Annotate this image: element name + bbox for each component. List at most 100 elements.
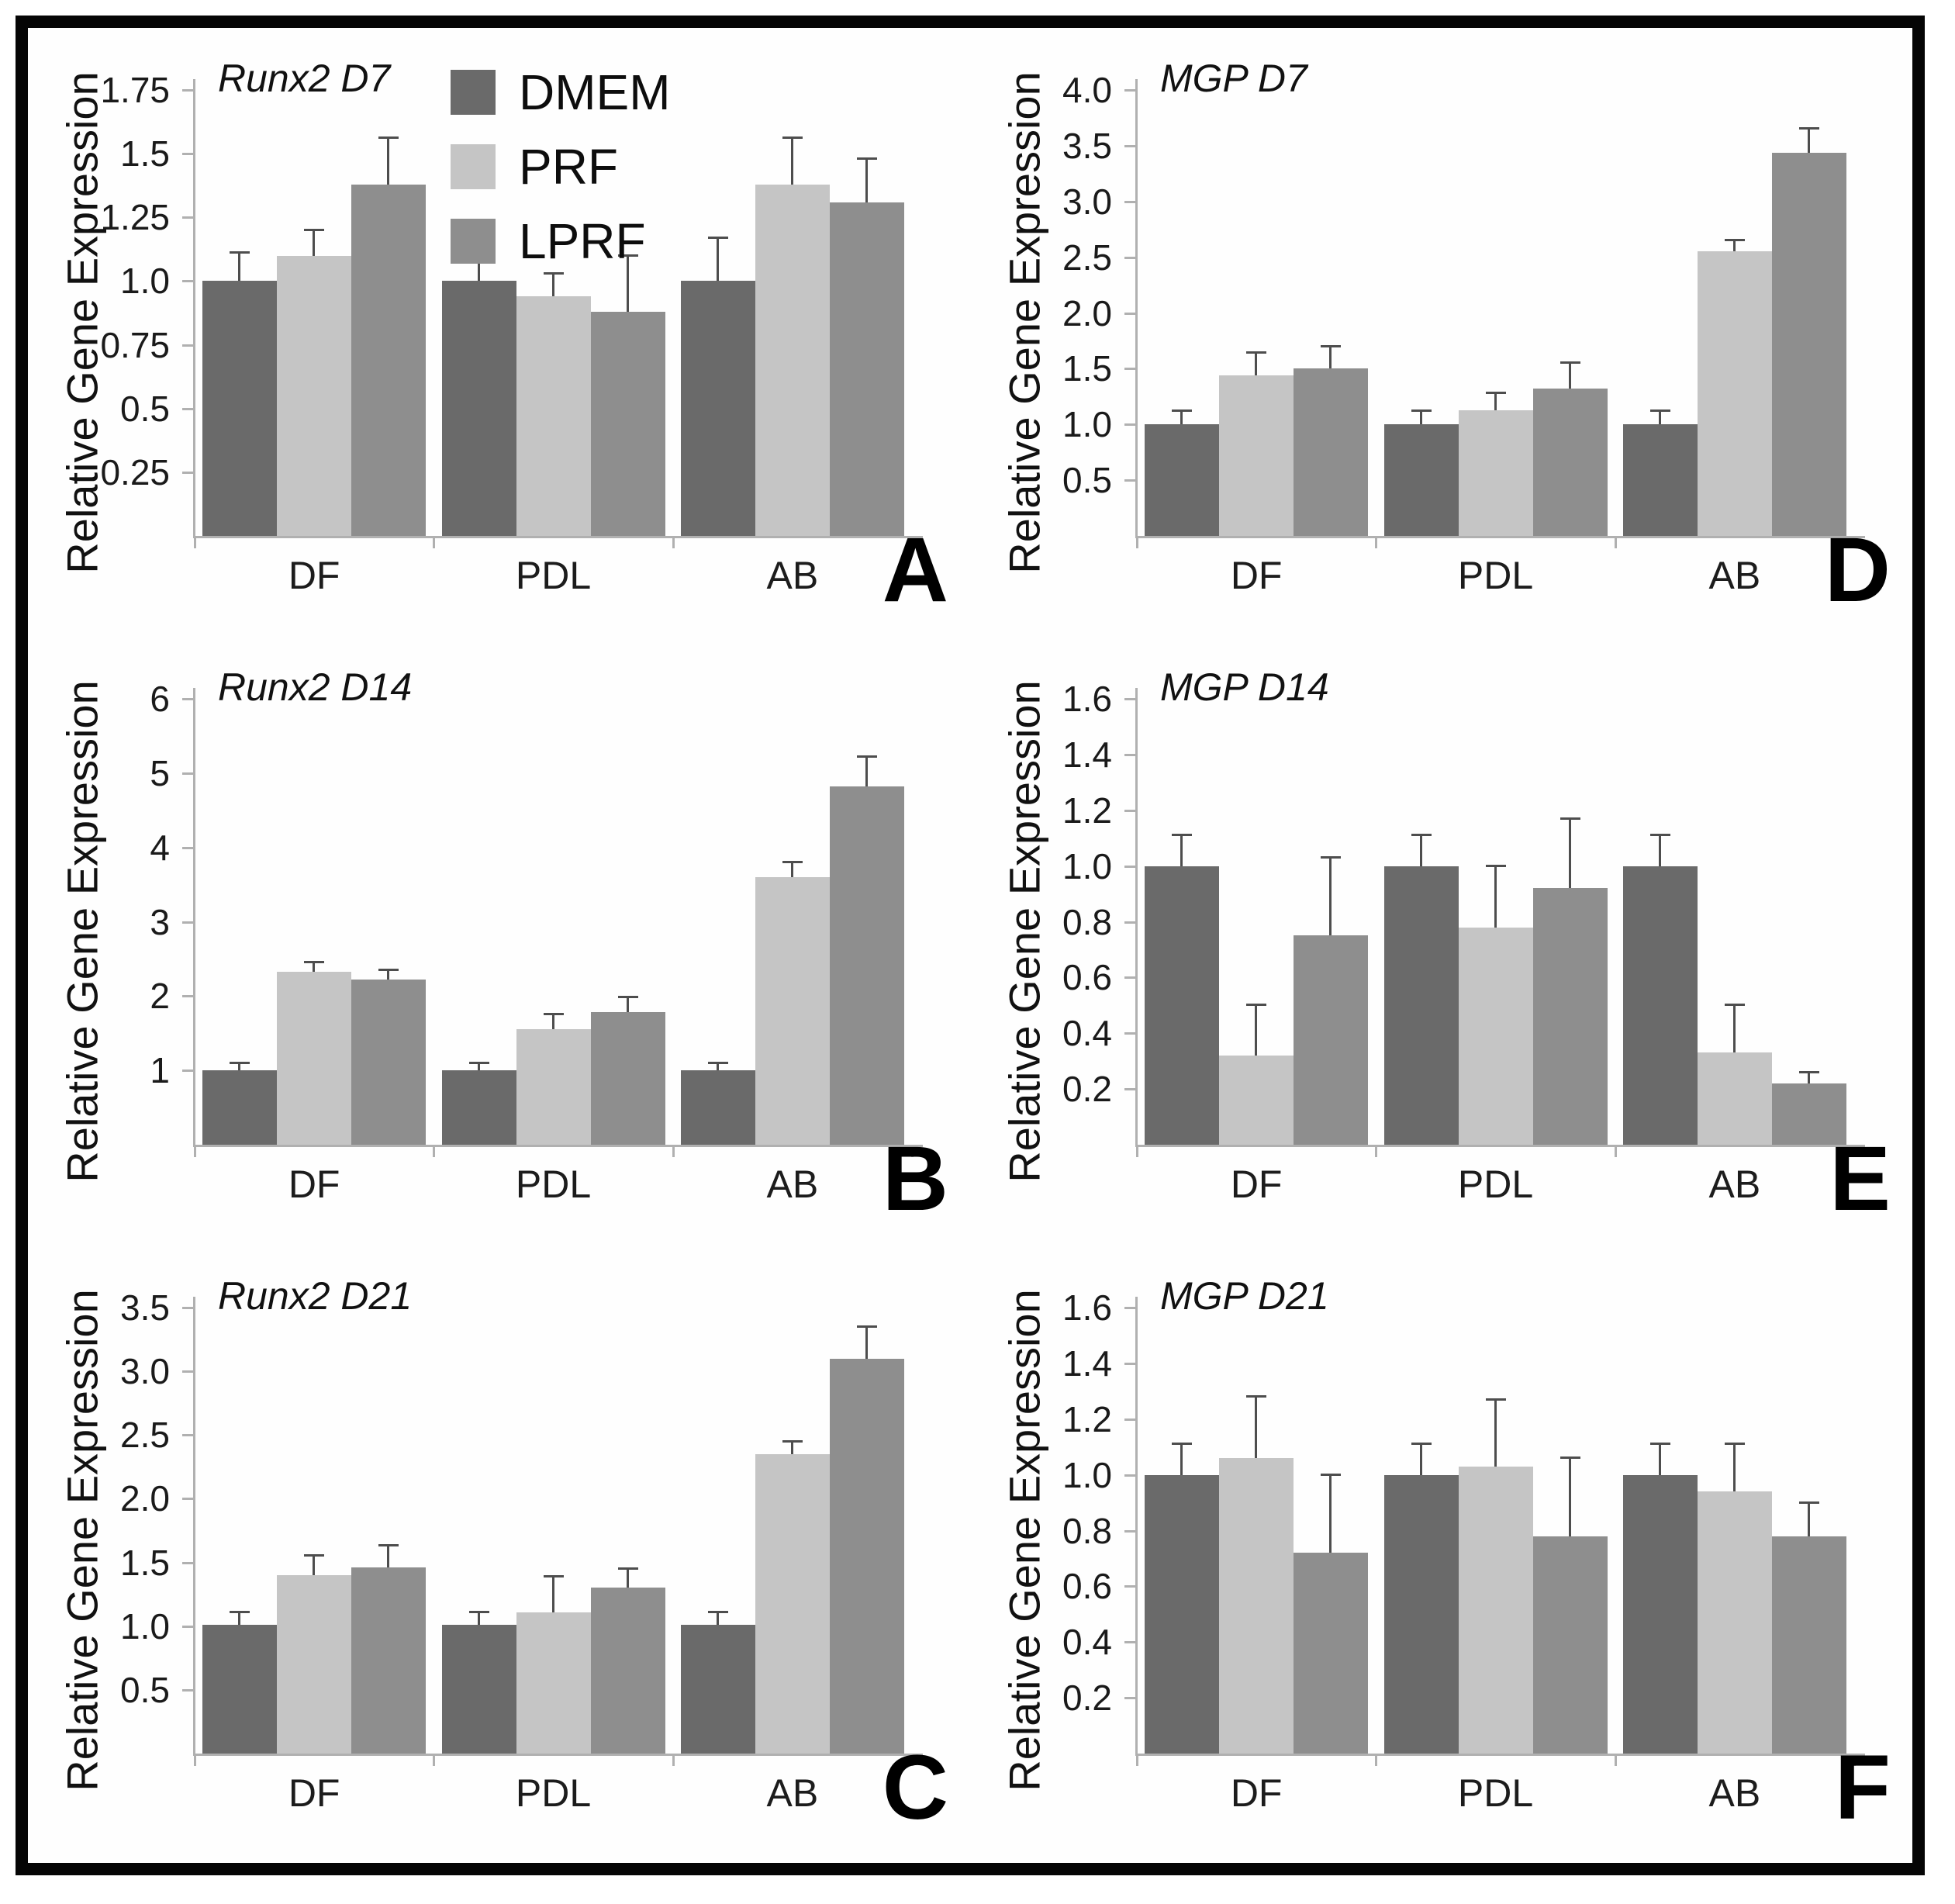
- error-bar-cap: [378, 1544, 399, 1547]
- legend-swatch-prf: [451, 144, 496, 189]
- bar-dmem: [441, 1625, 516, 1754]
- error-bar-cap: [707, 236, 728, 239]
- x-tick: [911, 1147, 914, 1157]
- y-tick-label: 1.6: [1062, 679, 1112, 719]
- bar-lprf: [1294, 368, 1369, 536]
- y-tick-label: 6: [150, 679, 170, 719]
- x-tick: [1136, 1756, 1138, 1766]
- error-bar-cap: [378, 968, 399, 971]
- error-bar-cap: [782, 1439, 803, 1443]
- y-tick: [182, 1069, 193, 1073]
- panel-runx2-d21: Relative Gene Expression 0.5 1.0 1.5 2.0 2.5 3…: [28, 1253, 970, 1862]
- error-bar-cap: [304, 1554, 325, 1557]
- y-tick: [1124, 753, 1135, 756]
- error-bar-cap: [707, 1061, 728, 1064]
- y-axis-line: [1135, 1297, 1138, 1755]
- error-bar-cap: [1411, 834, 1432, 837]
- legend-swatch-dmem: [451, 70, 496, 115]
- error-bar-cap: [468, 1061, 489, 1064]
- y-tick: [182, 1307, 193, 1309]
- x-tick: [194, 538, 196, 548]
- y-tick-label: 2.5: [1062, 237, 1112, 278]
- error-bar-line: [1419, 1444, 1422, 1475]
- figure-frame: Relative Gene Expression 0.25 0.5 0.75 1.0 1.…: [16, 16, 1925, 1875]
- y-tick: [182, 772, 193, 775]
- y-tick: [182, 1625, 193, 1628]
- error-bar-cap: [543, 271, 564, 275]
- error-bar-cap: [617, 254, 638, 257]
- error-bar-cap: [1560, 817, 1580, 820]
- bar-lprf: [1771, 152, 1846, 536]
- bar-lprf: [829, 1358, 904, 1754]
- bar-lprf: [590, 1588, 665, 1754]
- x-tick: [911, 1756, 914, 1766]
- y-tick: [1124, 1585, 1135, 1588]
- error-bar-line: [1494, 1399, 1497, 1467]
- x-tick-label: PDL: [515, 1163, 592, 1206]
- bar-lprf: [829, 786, 904, 1145]
- y-tick: [1124, 423, 1135, 427]
- error-bar-line: [1329, 1474, 1332, 1553]
- error-bar-cap: [1798, 1070, 1819, 1073]
- y-tick: [182, 846, 193, 849]
- bar-lprf: [1532, 888, 1608, 1145]
- y-tick: [182, 1688, 193, 1691]
- y-tick-label: 4.0: [1062, 70, 1112, 110]
- bar-prf: [277, 255, 352, 536]
- error-bar-cap: [1246, 1004, 1267, 1007]
- y-tick: [1124, 1697, 1135, 1700]
- legend-label: LPRF: [519, 213, 646, 269]
- y-tick-label: 3.0: [1062, 181, 1112, 222]
- bar-lprf: [351, 980, 427, 1145]
- x-tick-label: DF: [1230, 1771, 1283, 1815]
- x-tick-label: PDL: [515, 1771, 592, 1815]
- bar-prf: [277, 1575, 352, 1754]
- bar-dmem: [441, 1070, 516, 1145]
- error-bar-cap: [1560, 361, 1580, 365]
- panel-title: MGP D14: [1160, 665, 1329, 709]
- y-tick-label: 1: [150, 1050, 170, 1091]
- y-axis-line: [193, 79, 195, 537]
- y-tick-label: 0.25: [100, 451, 170, 492]
- x-tick-label: DF: [1230, 554, 1283, 597]
- error-bar-cap: [1724, 239, 1745, 242]
- bar-prf: [277, 971, 352, 1145]
- error-bar-cap: [543, 1013, 564, 1016]
- error-bar-line: [1568, 1458, 1571, 1536]
- bar-prf: [755, 1453, 830, 1754]
- bar-dmem: [1622, 1474, 1698, 1754]
- error-bar-line: [477, 1063, 480, 1071]
- error-bar-line: [387, 969, 390, 980]
- y-tick: [1124, 256, 1135, 259]
- x-tick-label: PDL: [1457, 1771, 1534, 1815]
- error-bar-cap: [782, 136, 803, 140]
- y-tick-label: 1.5: [120, 1542, 170, 1583]
- y-tick-label: 2.5: [120, 1415, 170, 1456]
- error-bar-cap: [468, 1610, 489, 1613]
- y-tick-label: 1.25: [100, 197, 170, 238]
- bar-lprf: [351, 1567, 427, 1754]
- y-tick: [182, 471, 193, 474]
- legend-label: PRF: [519, 139, 618, 195]
- y-tick: [182, 280, 193, 283]
- y-tick-label: 1.0: [1062, 845, 1112, 886]
- y-tick: [1124, 1641, 1135, 1644]
- y-tick-label: 0.8: [1062, 901, 1112, 942]
- y-tick-label: 1.4: [1062, 734, 1112, 775]
- y-tick: [1124, 200, 1135, 203]
- bar-prf: [1458, 1466, 1533, 1754]
- bar-prf: [516, 296, 591, 536]
- error-bar-cap: [1649, 1443, 1670, 1446]
- y-tick: [182, 89, 193, 92]
- y-tick-label: 2.0: [1062, 292, 1112, 333]
- y-tick: [182, 698, 193, 700]
- error-bar-line: [1255, 1397, 1258, 1459]
- panel-letter: C: [882, 1736, 948, 1839]
- panel-mgp-d21: Relative Gene Expression 0.2 0.4 0.6 0.8 1.0 1…: [970, 1253, 1912, 1862]
- x-tick-label: DF: [288, 554, 340, 597]
- x-axis-line: [1135, 536, 1865, 538]
- panel-runx2-d7: Relative Gene Expression 0.25 0.5 0.75 1.0 1.…: [28, 36, 970, 644]
- error-bar-line: [1255, 353, 1258, 375]
- panel-letter: B: [882, 1128, 948, 1230]
- y-tick: [1124, 698, 1135, 700]
